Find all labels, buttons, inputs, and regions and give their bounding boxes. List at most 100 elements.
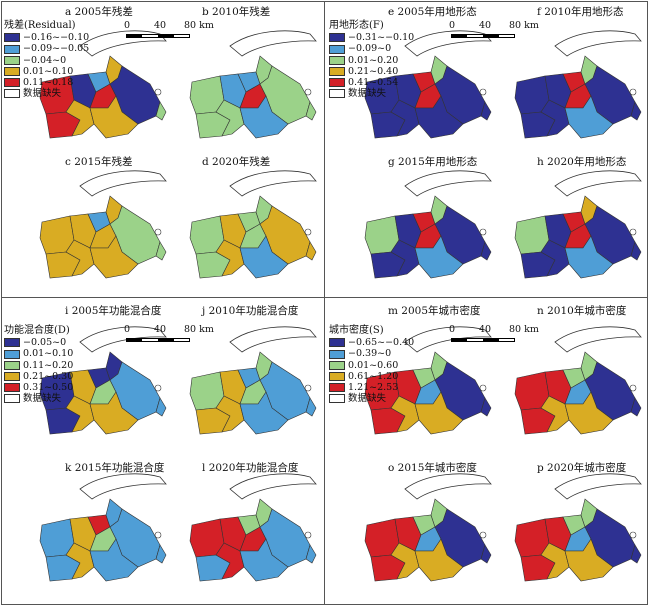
district-far-east [630,397,642,417]
legend-swatch [4,349,20,359]
district-far-east [305,397,317,417]
map-c [10,156,180,296]
legend-title: 用地形态(F) [329,20,384,31]
legend-item: 0.01~0.10 [4,348,73,359]
small-island [629,384,637,392]
district-far-east [305,101,317,121]
district-far-east [155,397,167,417]
legend-item: −0.31~−0.10 [329,32,414,43]
no-data-island [229,473,317,500]
district-far-east [480,101,492,121]
legend-label: 0.01~0.10 [23,348,74,360]
legend-item: 1.21~2.53 [329,382,414,393]
no-data-island [229,170,317,197]
legend-swatch [329,89,345,99]
map-d [160,156,330,296]
district-south [564,391,614,435]
legend-item: −0.09~0 [329,43,414,54]
small-island [154,228,162,236]
map-p [485,459,650,599]
map-svg [39,326,167,435]
legend-label: −0.31~−0.10 [348,32,415,44]
map-svg [39,170,167,279]
legend-label: 0.01~0.20 [348,54,399,66]
scale-bar-top-left: 0 40 80 km [124,20,234,44]
district-far-east [305,544,317,564]
legend-label: 1.21~2.53 [348,382,399,394]
district-south-central [65,542,95,580]
legend-density: 城市密度(S) −0.65~−0.40 −0.39~0 0.01~0.60 0.61~… [329,325,414,404]
legend-label: 0.21~0.40 [348,65,399,77]
district-far-east [155,241,167,261]
scale-bar-bottom-left: 0 40 80 km [124,324,234,348]
small-island [154,531,162,539]
small-island [479,228,487,236]
district-south [414,538,464,582]
scale-bar-segment [451,338,467,342]
district-far-east [630,544,642,564]
legend-item: −0.04~0 [4,55,89,66]
legend-label: −0.04~0 [23,54,67,66]
district-south-central [540,542,570,580]
map-l [160,459,330,599]
map-j [160,312,330,452]
scale-label-zero: 0 [124,20,131,31]
legend-item: −0.39~0 [329,348,414,359]
map-svg [364,30,492,139]
legend-item: 数据缺失 [4,393,73,404]
small-island [304,384,312,392]
legend-label: 0.21~0.30 [23,370,74,382]
map-svg [514,473,642,582]
district-far-east [155,544,167,564]
legend-swatch [329,33,345,43]
legend-landuse: 用地形态(F) −0.31~−0.10 −0.09~0 0.01~0.20 0.21~… [329,20,414,99]
no-data-island [404,326,492,353]
small-island [629,531,637,539]
small-island [479,531,487,539]
map-svg [39,30,167,139]
map-title-j: j 2010年功能混合度 [202,305,299,317]
district-south-central [390,239,420,277]
map-i [10,312,180,452]
small-island [304,88,312,96]
legend-label: −0.05~0 [23,337,67,349]
district-south [89,235,139,279]
legend-swatch [4,338,20,348]
scale-bar-segment [158,338,174,342]
small-island [479,88,487,96]
district-south [89,95,139,139]
no-data-island [404,473,492,500]
map-h [485,156,650,296]
legend-swatch [4,44,20,54]
small-island [154,384,162,392]
legend-label: 0.61~1.20 [348,370,399,382]
scale-label-end: 80 km [184,20,214,31]
scale-bar-segment [483,338,499,342]
small-island [304,228,312,236]
map-b [160,16,330,156]
no-data-island [79,170,167,197]
small-island [629,228,637,236]
legend-label: 0.11~0.20 [23,359,74,371]
district-south-central [540,239,570,277]
no-data-island [554,170,642,197]
legend-item: 0.01~0.10 [4,66,89,77]
legend-swatch [4,360,20,370]
district-south-central [390,99,420,137]
legend-swatch [329,78,345,88]
no-data-island [554,326,642,353]
no-data-island [79,326,167,353]
small-island [154,88,162,96]
legend-label: 数据缺失 [23,393,62,405]
scale-label-end: 80 km [509,324,539,335]
legend-label: 0.01~0.10 [23,65,74,77]
small-island [479,384,487,392]
map-k [10,459,180,599]
map-title-b: b 2010年残差 [202,6,271,18]
map-title-g: g 2015年用地形态 [388,156,478,168]
legend-item: 0.01~0.20 [329,55,414,66]
scale-label-zero: 0 [449,20,456,31]
map-f [485,16,650,156]
panel-divider-horizontal [1,297,648,298]
no-data-island [79,473,167,500]
